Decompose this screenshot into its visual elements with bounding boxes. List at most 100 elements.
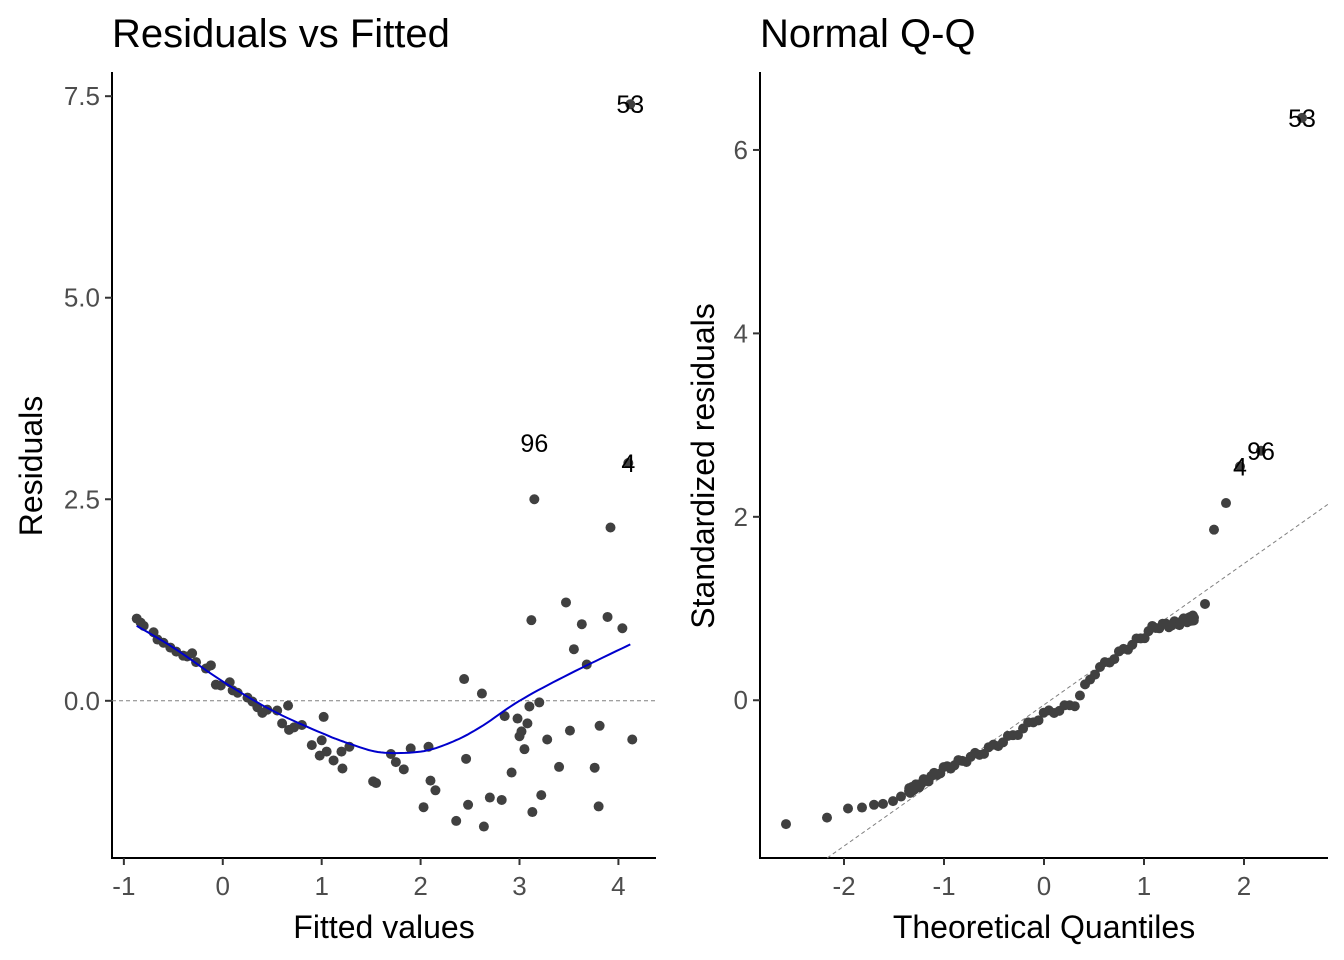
data-point [430, 785, 441, 796]
axes: -1 0 1 2 3 4 0.0 2.5 5.0 7.5 [64, 72, 656, 901]
data-point [476, 688, 487, 699]
data-point [542, 734, 553, 745]
x-tick-label: 0 [1037, 871, 1051, 901]
x-tick-label: 2 [413, 871, 427, 901]
x-tick-label: -1 [112, 871, 135, 901]
data-point [843, 803, 853, 814]
data-point [554, 761, 565, 772]
data-point [593, 801, 604, 812]
data-point [602, 611, 613, 622]
data-point [594, 720, 605, 731]
y-tick-label: 6 [734, 135, 748, 165]
x-tick-label: -2 [832, 871, 855, 901]
data-point [1209, 524, 1219, 535]
data-point [869, 799, 879, 810]
normal-qq-title: Normal Q-Q [760, 12, 976, 56]
y-tick-label: 4 [734, 318, 748, 348]
data-point [463, 799, 474, 810]
data-point [617, 623, 628, 634]
data-point [534, 697, 545, 708]
data-point [277, 718, 288, 729]
data-point [605, 522, 616, 533]
data-point [371, 778, 382, 789]
y-tick-label: 2 [734, 502, 748, 532]
data-point [405, 743, 416, 754]
x-axis-title: Theoretical Quantiles [893, 909, 1195, 945]
normal-qq-panel: Normal Q-Q Theoretical Quantiles Standar… [685, 12, 1329, 945]
data-point [205, 660, 216, 671]
x-tick-label: 3 [512, 871, 526, 901]
x-axis-title: Fitted values [293, 909, 474, 945]
marks: 53 964 [781, 105, 1329, 859]
data-point [461, 753, 472, 764]
data-point [529, 494, 540, 505]
data-point [306, 740, 317, 751]
data-point [321, 746, 332, 757]
data-point [187, 648, 198, 659]
data-point [496, 794, 507, 805]
data-point [781, 819, 791, 830]
data-point [506, 767, 517, 778]
data-point [560, 597, 571, 608]
data-point [625, 99, 636, 110]
outlier-label: 4 [1233, 453, 1247, 481]
y-tick-label: 2.5 [64, 484, 100, 514]
data-point [623, 457, 634, 468]
outlier-label: 4 [621, 450, 635, 478]
axes: -2 -1 0 1 2 0 2 4 6 [734, 72, 1328, 901]
x-tick-label: 0 [216, 871, 230, 901]
data-point [288, 722, 299, 733]
outlier-label: 96 [520, 430, 548, 458]
data-point [822, 812, 832, 823]
data-point [499, 711, 510, 722]
data-point [337, 763, 348, 774]
data-point [536, 790, 547, 801]
data-point [318, 711, 329, 722]
data-point [1069, 701, 1080, 712]
data-point [328, 755, 339, 766]
data-point [1188, 612, 1199, 623]
outlier-label: 96 [1247, 438, 1275, 466]
data-point [888, 796, 898, 807]
data-point [484, 792, 495, 803]
data-point [418, 802, 429, 813]
y-tick-label: 7.5 [64, 81, 100, 111]
data-point [627, 734, 638, 745]
data-point [451, 815, 462, 826]
data-point [526, 615, 537, 626]
data-point [519, 744, 530, 755]
data-point [1033, 715, 1044, 726]
x-tick-label: -1 [932, 871, 955, 901]
data-point [398, 764, 409, 775]
data-point [524, 701, 535, 712]
data-point [576, 619, 587, 630]
data-point [512, 713, 523, 724]
residuals-vs-fitted-panel: Residuals vs Fitted Fitted values Residu… [13, 12, 656, 945]
data-point [1256, 445, 1266, 456]
data-point [589, 762, 600, 773]
outlier-label: 53 [1288, 105, 1316, 133]
data-point [568, 644, 579, 655]
x-tick-label: 1 [1137, 871, 1151, 901]
x-tick-label: 1 [314, 871, 328, 901]
data-point [522, 718, 533, 729]
data-point [896, 791, 906, 802]
qq-reference-line [826, 503, 1329, 859]
y-tick-label: 5.0 [64, 283, 100, 313]
residuals-vs-fitted-title: Residuals vs Fitted [112, 12, 450, 56]
data-point [857, 802, 867, 813]
data-point [478, 821, 489, 832]
data-point [336, 746, 347, 757]
data-point [1090, 669, 1101, 680]
data-point [459, 674, 470, 685]
x-tick-label: 4 [611, 871, 625, 901]
smooth-line [136, 624, 631, 755]
data-point [390, 757, 401, 768]
data-point [1074, 690, 1085, 701]
y-tick-label: 0 [734, 685, 748, 715]
y-tick-label: 0.0 [64, 686, 100, 716]
outlier-label: 53 [616, 91, 644, 119]
data-point [425, 775, 436, 786]
data-point [1200, 598, 1210, 609]
